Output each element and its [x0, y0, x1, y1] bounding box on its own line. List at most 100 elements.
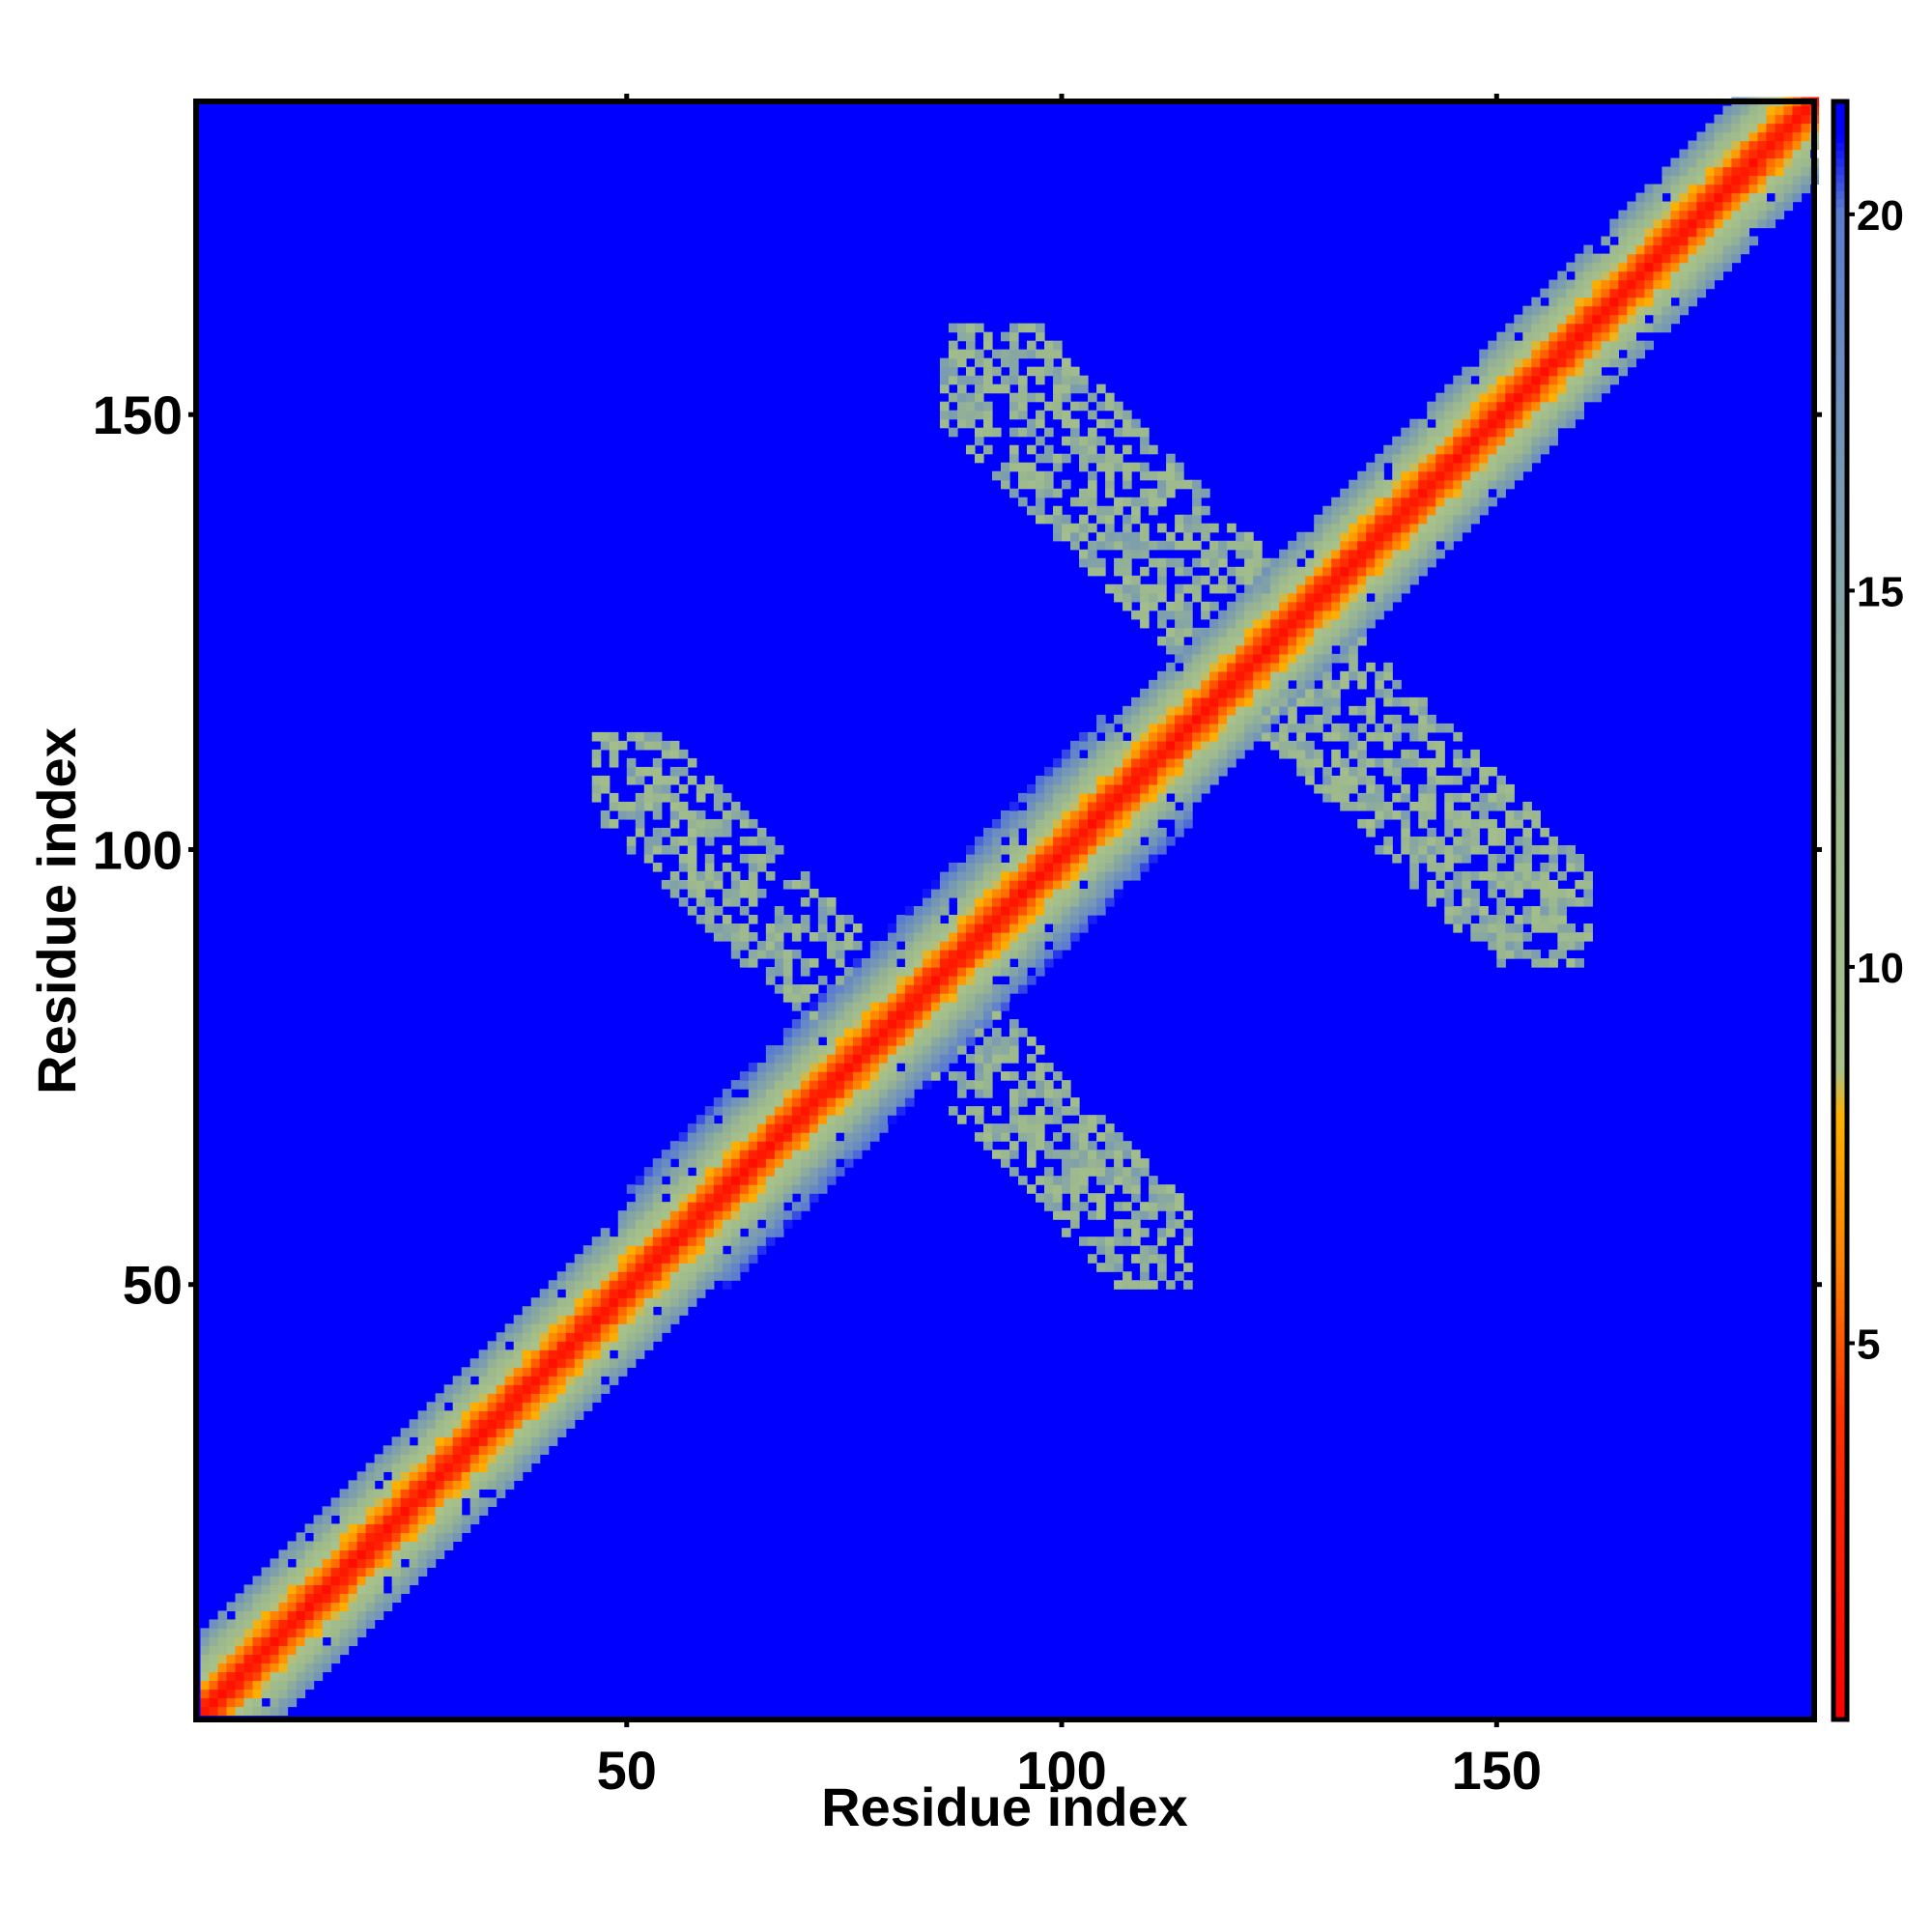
heatmap-cell: [1105, 1184, 1115, 1194]
heatmap-cell: [443, 1384, 454, 1394]
colorbar-segment: [1833, 1185, 1847, 1195]
heatmap-cell: [1027, 906, 1037, 916]
heatmap-cell: [452, 1393, 463, 1403]
heatmap-cell: [1027, 1054, 1037, 1064]
heatmap-cell: [400, 1584, 411, 1595]
heatmap-cell: [1488, 879, 1497, 890]
heatmap-cell: [748, 818, 758, 829]
heatmap-cell: [722, 1271, 732, 1281]
heatmap-cell: [1096, 783, 1106, 794]
heatmap-cell: [574, 1393, 584, 1403]
heatmap-cell: [1470, 497, 1480, 507]
colorbar-segment: [1833, 1217, 1847, 1227]
heatmap-cell: [565, 1402, 576, 1411]
heatmap-cell: [348, 1576, 358, 1586]
heatmap-cell: [1140, 462, 1150, 472]
heatmap-cell: [1044, 792, 1054, 803]
heatmap-cell: [1479, 366, 1489, 377]
heatmap-cell: [904, 1037, 915, 1046]
heatmap-cell: [1079, 740, 1089, 751]
heatmap-cell: [1305, 636, 1315, 646]
heatmap-cell: [235, 1671, 245, 1682]
heatmap-cell: [791, 950, 802, 959]
heatmap-cell: [817, 1089, 828, 1098]
heatmap-cell: [1705, 227, 1716, 238]
heatmap-cell: [1157, 670, 1167, 681]
heatmap-cell: [330, 1558, 341, 1569]
heatmap-cell: [652, 1176, 663, 1185]
heatmap-cell: [635, 1332, 645, 1342]
heatmap-cell: [1540, 323, 1549, 333]
heatmap-cell: [600, 731, 611, 742]
heatmap-cell: [974, 453, 984, 464]
heatmap-cell: [496, 1463, 506, 1472]
heatmap-cell: [826, 984, 837, 994]
heatmap-cell: [1149, 810, 1158, 820]
heatmap-cell: [1601, 331, 1610, 342]
heatmap-cell: [1036, 932, 1045, 942]
heatmap-cell: [817, 1097, 828, 1107]
heatmap-cell: [1296, 636, 1306, 646]
heatmap-cell: [1131, 792, 1141, 803]
heatmap-cell: [982, 1132, 993, 1142]
heatmap-cell: [956, 1037, 967, 1046]
heatmap-cell: [1314, 653, 1323, 664]
heatmap-cell: [1322, 696, 1332, 707]
heatmap-cell: [1149, 1176, 1158, 1185]
heatmap-cell: [635, 1323, 645, 1333]
heatmap-cell: [1557, 915, 1567, 924]
heatmap-cell: [1331, 610, 1341, 620]
heatmap-cell: [1496, 375, 1506, 385]
heatmap-cell: [704, 1236, 715, 1246]
heatmap-cell: [1583, 253, 1593, 264]
heatmap-cell: [1418, 557, 1428, 568]
heatmap-cell: [730, 1115, 741, 1124]
heatmap-cell: [1731, 227, 1742, 238]
heatmap-cell: [1209, 757, 1219, 768]
heatmap-cell: [1688, 253, 1698, 264]
heatmap-cell: [1096, 1176, 1106, 1185]
heatmap-cell: [965, 1106, 976, 1116]
heatmap-cell: [1418, 705, 1428, 716]
heatmap-cell: [991, 470, 1002, 481]
heatmap-cell: [1548, 888, 1558, 898]
heatmap-cell: [530, 1402, 541, 1411]
heatmap-cell: [1027, 915, 1037, 924]
heatmap-cell: [339, 1549, 350, 1560]
heatmap-cell: [1149, 696, 1158, 707]
heatmap-cell: [1375, 540, 1384, 551]
heatmap-cell: [617, 1332, 628, 1342]
heatmap-cell: [565, 1271, 576, 1281]
heatmap-cell: [774, 950, 784, 959]
heatmap-cell: [756, 1132, 767, 1142]
heatmap-cell: [1444, 888, 1454, 898]
heatmap-cell: [1653, 297, 1663, 307]
heatmap-cell: [365, 1489, 376, 1498]
heatmap-cell: [765, 1045, 776, 1055]
heatmap-cell: [974, 984, 984, 994]
heatmap-cell: [895, 976, 906, 985]
heatmap-cell: [452, 1419, 463, 1429]
heatmap-cell: [635, 1271, 645, 1281]
heatmap-cell: [982, 366, 993, 377]
heatmap-cell: [1096, 714, 1106, 724]
heatmap-cell: [609, 749, 619, 759]
heatmap-cell: [1209, 540, 1219, 551]
heatmap-cell: [1053, 923, 1063, 933]
heatmap-cell: [922, 896, 932, 907]
heatmap-cell: [948, 1019, 958, 1029]
heatmap-cell: [1279, 705, 1289, 716]
heatmap-cell: [365, 1576, 376, 1586]
heatmap-cell: [1227, 696, 1236, 707]
heatmap-cell: [426, 1480, 437, 1490]
heatmap-cell: [913, 967, 923, 977]
heatmap-cell: [1105, 1245, 1115, 1255]
heatmap-cell: [835, 1019, 845, 1029]
colorbar-segment: [1833, 1646, 1847, 1656]
heatmap-cell: [713, 1236, 724, 1246]
heatmap-cell: [1122, 705, 1132, 716]
heatmap-cell: [1244, 566, 1254, 577]
heatmap-cell: [974, 932, 984, 942]
heatmap-cell: [409, 1471, 419, 1481]
heatmap-cell: [843, 1002, 854, 1011]
